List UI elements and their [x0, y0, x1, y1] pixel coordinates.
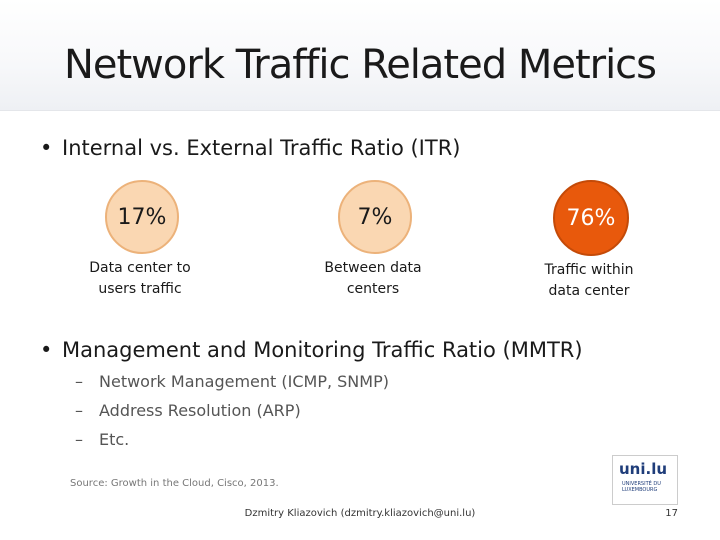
logo-brand: uni.lu	[619, 460, 668, 478]
page-number: 17	[665, 508, 678, 519]
university-logo: uni.lu UNIVERSITÉ DU LUXEMBOURG	[612, 455, 678, 505]
mmtr-item: – Address Resolution (ARP)	[75, 401, 301, 420]
itr-caption-within: Traffic within data center	[514, 260, 664, 302]
itr-value-between: 7%	[357, 204, 393, 230]
itr-caption-within-line2: data center	[548, 283, 630, 299]
itr-value-users: 17%	[117, 204, 167, 230]
bullet-mmtr: • Management and Monitoring Traffic Ratio…	[40, 338, 583, 362]
itr-value-within: 76%	[566, 205, 616, 231]
dash-icon: –	[75, 372, 83, 391]
itr-caption-between-line2: centers	[346, 281, 400, 297]
itr-circle-between: 7%	[338, 180, 412, 254]
itr-caption-within-line1: Traffic within	[544, 262, 634, 278]
bullet-itr-text: Internal vs. External Traffic Ratio (ITR…	[62, 136, 461, 160]
itr-caption-between-line1: Between data	[324, 260, 422, 276]
itr-caption-between: Between data centers	[298, 258, 448, 300]
itr-circle-users: 17%	[105, 180, 179, 254]
mmtr-item: – Etc.	[75, 430, 129, 449]
dash-icon: –	[75, 401, 83, 420]
source-note: Source: Growth in the Cloud, Cisco, 2013…	[70, 478, 279, 489]
slide-title: Network Traffic Related Metrics	[63, 42, 657, 88]
dash-icon: –	[75, 430, 83, 449]
mmtr-item: – Network Management (ICMP, SNMP)	[75, 372, 389, 391]
itr-circle-within: 76%	[553, 180, 629, 256]
logo-line2: LUXEMBOURG	[622, 487, 658, 493]
logo-line1: UNIVERSITÉ DU	[622, 481, 661, 487]
itr-caption-users-line1: Data center to	[89, 260, 191, 276]
bullet-dot-icon: •	[40, 338, 53, 362]
itr-caption-users-line2: users traffic	[98, 281, 182, 297]
mmtr-item-text: Etc.	[99, 430, 130, 449]
bullet-mmtr-text: Management and Monitoring Traffic Ratio …	[62, 338, 583, 362]
title-band	[0, 0, 720, 111]
mmtr-item-text: Address Resolution (ARP)	[99, 401, 301, 420]
itr-caption-users: Data center to users traffic	[65, 258, 215, 300]
bullet-dot-icon: •	[40, 136, 53, 160]
footer-author: Dzmitry Kliazovich (dzmitry.kliazovich@u…	[244, 508, 476, 519]
logo-subtitle: UNIVERSITÉ DU LUXEMBOURG	[622, 481, 661, 493]
mmtr-item-text: Network Management (ICMP, SNMP)	[99, 372, 389, 391]
bullet-itr: • Internal vs. External Traffic Ratio (IT…	[40, 136, 461, 160]
